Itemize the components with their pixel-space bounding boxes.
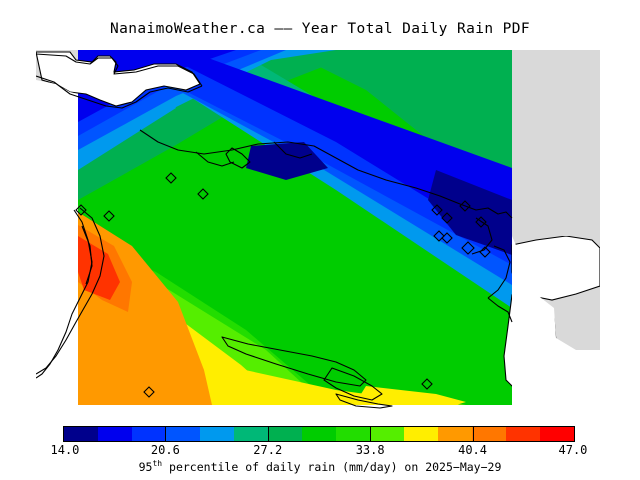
landmasses	[36, 50, 600, 410]
colorbar-band-0	[64, 427, 98, 441]
colorbar-band-7	[302, 427, 336, 441]
diamond-marker	[459, 200, 471, 212]
diamond-marker	[461, 241, 475, 255]
colorbar-band-13	[506, 427, 540, 441]
colorbar-band-9	[370, 427, 404, 441]
colorbar-label-2: 27.2	[253, 443, 283, 457]
colorbar-label-0: 14.0	[50, 443, 80, 457]
colorbar-label-3: 33.8	[355, 443, 385, 457]
colorbar-band-6	[268, 427, 302, 441]
map-canvas[interactable]	[36, 50, 600, 410]
colorbar-label-1: 20.6	[150, 443, 180, 457]
colorbar-band-3	[166, 427, 200, 441]
diamond-marker	[441, 212, 453, 224]
colorbar-band-2	[132, 427, 166, 441]
colorbar-gradient	[63, 426, 575, 442]
diamond-marker	[421, 378, 433, 390]
station-markers[interactable]	[75, 172, 491, 398]
colorbar-band-10	[404, 427, 438, 441]
diamond-marker	[103, 210, 115, 222]
colorbar-band-12	[472, 427, 506, 441]
diamond-marker	[479, 246, 491, 258]
diamond-marker	[441, 232, 453, 244]
colorbar-band-14	[540, 427, 574, 441]
caption-superscript: th	[152, 459, 163, 468]
colorbar-band-11	[438, 427, 472, 441]
diamond-marker	[197, 188, 209, 200]
contour-bands	[78, 50, 512, 405]
caption-post: percentile of daily rain (mm/day) on 202…	[162, 459, 502, 474]
diamond-marker	[431, 204, 443, 216]
colorbar-label-5: 47.0	[558, 443, 588, 457]
diamond-marker	[475, 216, 487, 228]
colorbar-band-5	[234, 427, 268, 441]
colorbar[interactable]	[63, 426, 575, 442]
caption-pre: 95	[138, 459, 153, 474]
colorbar-band-8	[336, 427, 370, 441]
page-title: NanaimoWeather.ca —— Year Total Daily Ra…	[110, 21, 530, 37]
colorbar-band-1	[98, 427, 132, 441]
colorbar-caption: 95th percentile of daily rain (mm/day) o…	[0, 459, 640, 474]
colorbar-band-4	[200, 427, 234, 441]
contour-map-svg	[36, 50, 600, 410]
colorbar-label-4: 40.4	[458, 443, 487, 457]
diamond-marker	[165, 172, 177, 184]
diamond-marker	[143, 386, 155, 398]
diamond-marker	[75, 204, 87, 216]
colorbar-tick-labels: 14.0 20.6 27.2 33.8 40.4 47.0	[0, 443, 640, 457]
